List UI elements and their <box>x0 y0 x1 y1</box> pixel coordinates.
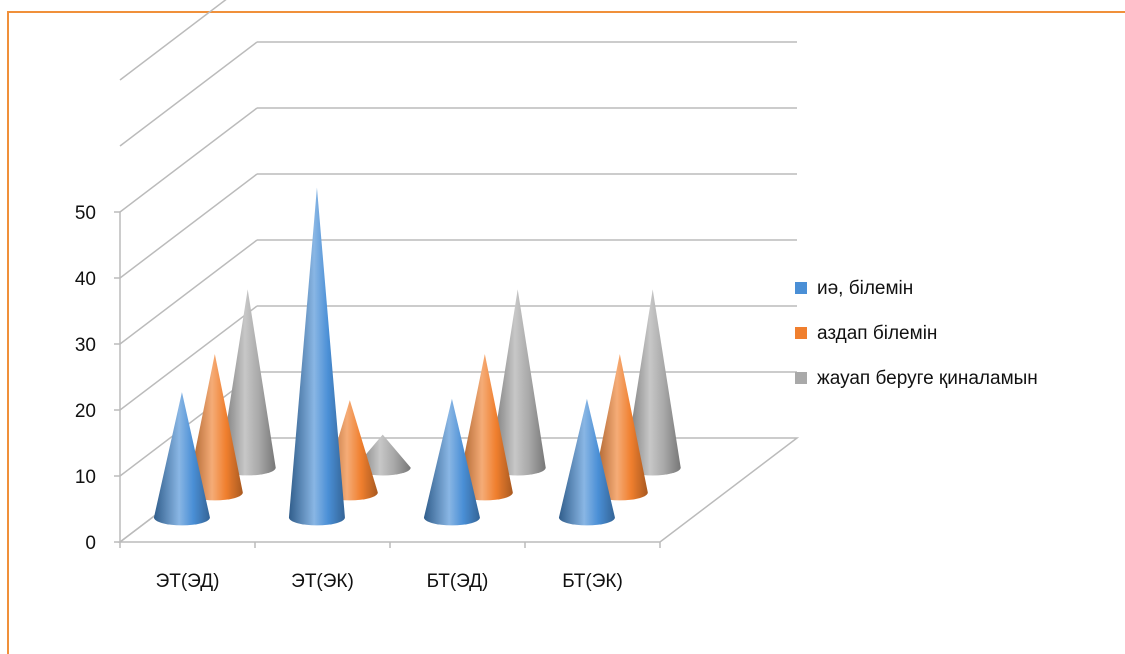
cone-0-2 <box>219 289 276 476</box>
cone-body <box>558 398 615 526</box>
gridline-diagonal <box>119 0 227 81</box>
legend-swatch <box>795 282 807 294</box>
y-tick-label: 50 <box>75 203 96 224</box>
x-axis-labels: ЭТ(ЭД) ЭТ(ЭК) БТ(ЭД) БТ(ЭК) <box>119 542 661 592</box>
y-tick-label: 20 <box>75 401 96 422</box>
y-axis-ticks: 0 10 20 30 40 50 <box>75 203 120 554</box>
gridline-diagonal <box>119 173 258 279</box>
cone-2-0 <box>423 398 480 526</box>
legend-label: жауап беруге қиналамын <box>817 368 1038 389</box>
x-tick-label: ЭТ(ЭД) <box>156 571 220 592</box>
x-tick-label: БТ(ЭД) <box>427 571 489 592</box>
cone-body <box>288 187 345 526</box>
cone-2-1 <box>456 353 513 501</box>
y-tick-label: 30 <box>75 335 96 356</box>
cones <box>153 187 681 526</box>
cone-body <box>456 353 513 501</box>
cone-0-0 <box>153 392 210 526</box>
cone-3-1 <box>591 353 648 501</box>
legend-item: аздап білемін <box>795 323 937 344</box>
legend-item: иә, білемін <box>795 278 913 299</box>
y-tick-label: 40 <box>75 269 96 290</box>
cone-3-0 <box>558 398 615 526</box>
y-tick-label: 0 <box>85 533 96 554</box>
legend-item: жауап беруге қиналамын <box>795 368 1038 389</box>
y-tick-label: 10 <box>75 467 96 488</box>
legend-swatch <box>795 372 807 384</box>
x-tick-label: БТ(ЭК) <box>562 571 623 592</box>
legend-swatch <box>795 327 807 339</box>
cone-2-2 <box>489 289 546 476</box>
gridline-diagonal <box>119 107 258 213</box>
gridline-diagonal <box>119 305 258 411</box>
gridlines <box>117 0 800 543</box>
cone-0-1 <box>186 353 243 501</box>
cone-1-0 <box>288 187 345 526</box>
gridline-diagonal <box>119 41 258 147</box>
gridline-diagonal <box>119 239 258 345</box>
cone-body <box>489 289 546 476</box>
cone-body <box>186 353 243 501</box>
chart-frame <box>7 11 1125 654</box>
cone-3-2 <box>624 289 681 476</box>
cone-body <box>219 289 276 476</box>
cone-body <box>153 392 210 526</box>
x-tick-label: ЭТ(ЭК) <box>291 571 354 592</box>
legend-label: иә, білемін <box>817 278 913 299</box>
legend-label: аздап білемін <box>817 323 937 344</box>
cone-body <box>423 398 480 526</box>
cone-body <box>591 353 648 501</box>
cone-body <box>624 289 681 476</box>
legend: иә, білемін аздап білемін жауап беруге қин… <box>795 278 1038 389</box>
